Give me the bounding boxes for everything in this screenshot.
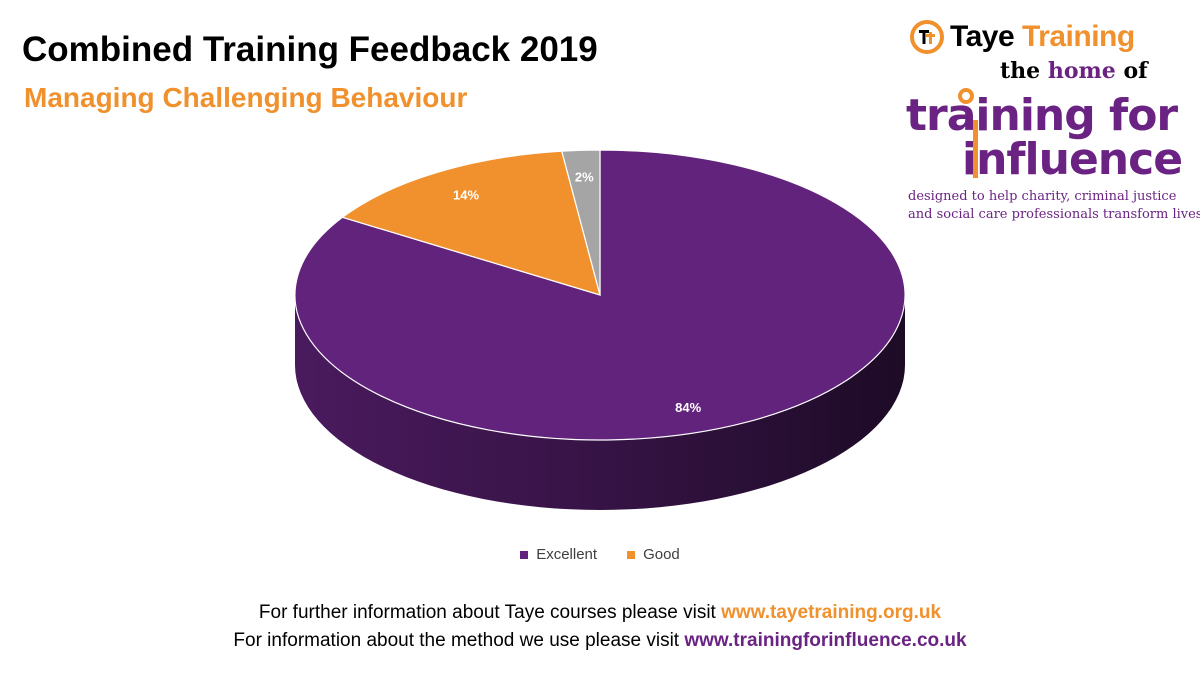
footer-line1-text: For further information about Taye cours… [258, 602, 716, 623]
footer-line-1: For further information about Taye cours… [0, 602, 1200, 624]
tfi-wordmark-line1: training for [906, 90, 1178, 141]
chart-title: Combined Training Feedback 2019 [22, 30, 598, 69]
brand-name: Taye Training [950, 20, 1135, 54]
legend-label-excellent: Excellent [536, 546, 598, 563]
taye-training-logo: Taye Training the home of training for i… [900, 12, 1200, 232]
tfi-wordmark-line2: influence [962, 134, 1183, 185]
legend-item-excellent: Excellent [520, 546, 597, 563]
home-of-text: the home of [1000, 58, 1148, 84]
tfi-website-link[interactable]: www.trainingforinfluence.co.uk [684, 630, 967, 651]
footer-line-2: For information about the method we use … [0, 630, 1200, 652]
brand-name-training: Training [1022, 20, 1135, 53]
chart-subtitle: Managing Challenging Behaviour [24, 82, 468, 113]
data-label-other: 2% [575, 169, 594, 184]
legend-swatch-good [627, 550, 636, 559]
legend-label-good: Good [643, 546, 680, 563]
brand-name-taye: Taye [950, 20, 1015, 53]
home-of-word-3: of [1123, 58, 1148, 84]
chart-legend: Excellent Good [0, 546, 1200, 563]
tfi-figure-head-icon [958, 88, 974, 104]
data-label-excellent: 84% [675, 400, 701, 415]
pie-slice-other [561, 150, 601, 296]
legend-swatch-excellent [520, 550, 529, 559]
data-label-good: 14% [453, 188, 479, 203]
home-of-word-1: the [1000, 58, 1041, 84]
tfi-figure-body-icon [973, 120, 978, 178]
logo-tagline-line2: and social care professionals transform … [908, 207, 1200, 222]
footer-line2-text: For information about the method we use … [233, 630, 680, 651]
tt-monogram-icon [910, 20, 944, 54]
brand-row: Taye Training [910, 20, 1135, 54]
pie-side-excellent [295, 295, 905, 510]
legend-item-good: Good [627, 546, 680, 563]
logo-tagline: designed to help charity, criminal justi… [908, 188, 1200, 224]
logo-tagline-line1: designed to help charity, criminal justi… [908, 189, 1177, 204]
pie-slice-good [341, 150, 601, 296]
home-of-word-2: home [1047, 58, 1116, 84]
pie-chart: 84% 14% 2% [294, 150, 906, 510]
taye-website-link[interactable]: www.tayetraining.org.uk [721, 602, 942, 623]
